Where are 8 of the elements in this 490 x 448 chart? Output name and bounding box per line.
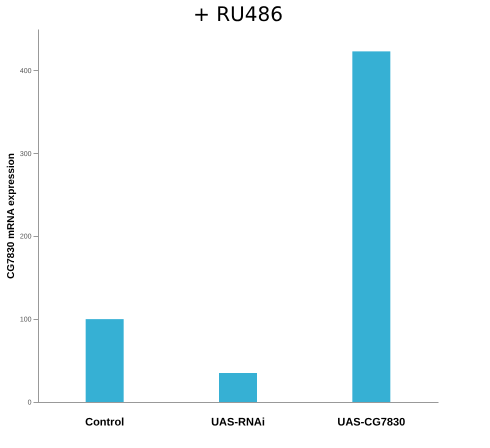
chart-title: + RU486 xyxy=(193,2,283,26)
y-axis-title: CG7830 mRNA expression xyxy=(6,153,17,279)
bar xyxy=(352,51,390,402)
bar xyxy=(86,319,124,402)
x-tick-label: Control xyxy=(85,416,124,428)
x-tick-label: UAS-RNAi xyxy=(211,416,265,428)
bar xyxy=(219,372,257,402)
x-tick-label: UAS-CG7830 xyxy=(337,416,406,428)
